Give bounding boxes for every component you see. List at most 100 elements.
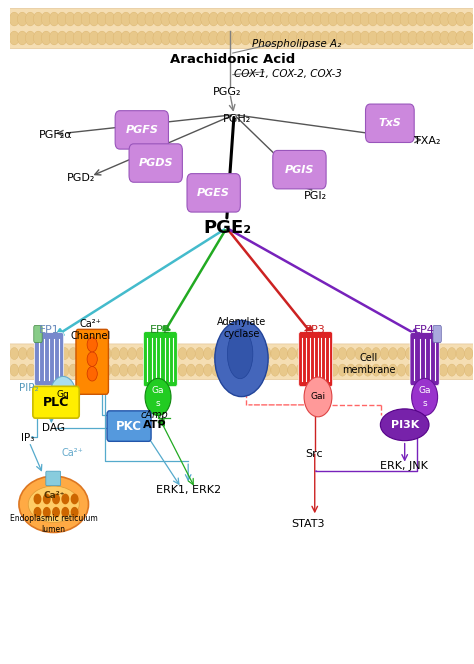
- Text: Gq: Gq: [56, 390, 69, 400]
- Text: Ca²⁺: Ca²⁺: [61, 448, 83, 457]
- Circle shape: [273, 12, 282, 26]
- Circle shape: [414, 347, 422, 360]
- Circle shape: [406, 364, 414, 376]
- Circle shape: [225, 31, 234, 45]
- Circle shape: [33, 12, 43, 26]
- Circle shape: [44, 507, 50, 517]
- Circle shape: [185, 31, 194, 45]
- Text: Endoplasmic reticulum
lumen: Endoplasmic reticulum lumen: [10, 515, 98, 534]
- Circle shape: [225, 12, 234, 26]
- Circle shape: [137, 347, 145, 360]
- Circle shape: [187, 347, 195, 360]
- Circle shape: [296, 364, 305, 376]
- Circle shape: [376, 12, 386, 26]
- Circle shape: [26, 31, 35, 45]
- Text: PGI₂: PGI₂: [304, 191, 327, 201]
- Circle shape: [145, 347, 153, 360]
- Text: PGES: PGES: [197, 188, 230, 198]
- Circle shape: [400, 31, 410, 45]
- Circle shape: [77, 364, 86, 376]
- Circle shape: [397, 347, 406, 360]
- Circle shape: [408, 31, 418, 45]
- Circle shape: [177, 12, 187, 26]
- Circle shape: [233, 31, 242, 45]
- Circle shape: [69, 364, 77, 376]
- Circle shape: [169, 12, 179, 26]
- Circle shape: [389, 364, 397, 376]
- Circle shape: [49, 12, 59, 26]
- Circle shape: [241, 12, 250, 26]
- Circle shape: [178, 347, 187, 360]
- Circle shape: [313, 347, 321, 360]
- Circle shape: [57, 31, 67, 45]
- Circle shape: [161, 12, 171, 26]
- Circle shape: [344, 31, 354, 45]
- Circle shape: [61, 347, 69, 360]
- Circle shape: [248, 31, 258, 45]
- FancyBboxPatch shape: [187, 173, 240, 212]
- Circle shape: [128, 364, 137, 376]
- Ellipse shape: [380, 409, 429, 441]
- Circle shape: [281, 31, 290, 45]
- Circle shape: [86, 347, 94, 360]
- Circle shape: [346, 364, 355, 376]
- Circle shape: [18, 364, 27, 376]
- Text: STAT3: STAT3: [291, 519, 325, 529]
- Circle shape: [439, 347, 447, 360]
- FancyBboxPatch shape: [129, 144, 182, 182]
- Circle shape: [97, 31, 107, 45]
- Circle shape: [187, 364, 195, 376]
- Circle shape: [368, 12, 378, 26]
- FancyBboxPatch shape: [35, 333, 64, 386]
- Circle shape: [18, 31, 27, 45]
- Circle shape: [81, 12, 91, 26]
- Circle shape: [52, 364, 61, 376]
- Circle shape: [456, 347, 465, 360]
- Circle shape: [103, 364, 111, 376]
- Circle shape: [411, 378, 438, 416]
- Circle shape: [185, 12, 194, 26]
- Circle shape: [53, 507, 59, 517]
- Circle shape: [264, 31, 274, 45]
- Text: TXA₂: TXA₂: [414, 136, 440, 146]
- Circle shape: [97, 12, 107, 26]
- Circle shape: [87, 337, 97, 352]
- Circle shape: [87, 367, 97, 381]
- Text: PGF₂α: PGF₂α: [39, 129, 73, 139]
- Circle shape: [392, 12, 402, 26]
- Circle shape: [439, 364, 447, 376]
- Circle shape: [9, 31, 19, 45]
- Circle shape: [289, 31, 298, 45]
- FancyBboxPatch shape: [273, 151, 326, 189]
- Circle shape: [113, 12, 123, 26]
- Circle shape: [212, 364, 220, 376]
- Circle shape: [36, 364, 44, 376]
- Circle shape: [380, 364, 389, 376]
- Circle shape: [94, 347, 103, 360]
- Circle shape: [321, 364, 330, 376]
- Circle shape: [320, 31, 330, 45]
- Circle shape: [137, 364, 145, 376]
- Circle shape: [145, 12, 155, 26]
- Circle shape: [103, 347, 111, 360]
- Circle shape: [281, 12, 290, 26]
- Circle shape: [447, 347, 456, 360]
- Circle shape: [305, 347, 313, 360]
- Text: PGIS: PGIS: [285, 165, 314, 175]
- Circle shape: [372, 347, 380, 360]
- Circle shape: [145, 378, 171, 416]
- Circle shape: [263, 364, 271, 376]
- Text: EP4: EP4: [414, 325, 435, 335]
- Circle shape: [50, 376, 76, 414]
- Circle shape: [209, 31, 219, 45]
- Circle shape: [456, 12, 465, 26]
- Text: Adenylate
cyclase: Adenylate cyclase: [217, 317, 266, 339]
- Ellipse shape: [215, 321, 268, 396]
- Circle shape: [33, 31, 43, 45]
- Circle shape: [456, 31, 465, 45]
- Circle shape: [111, 364, 119, 376]
- Circle shape: [304, 377, 332, 417]
- Circle shape: [10, 347, 18, 360]
- Circle shape: [18, 12, 27, 26]
- Circle shape: [201, 12, 210, 26]
